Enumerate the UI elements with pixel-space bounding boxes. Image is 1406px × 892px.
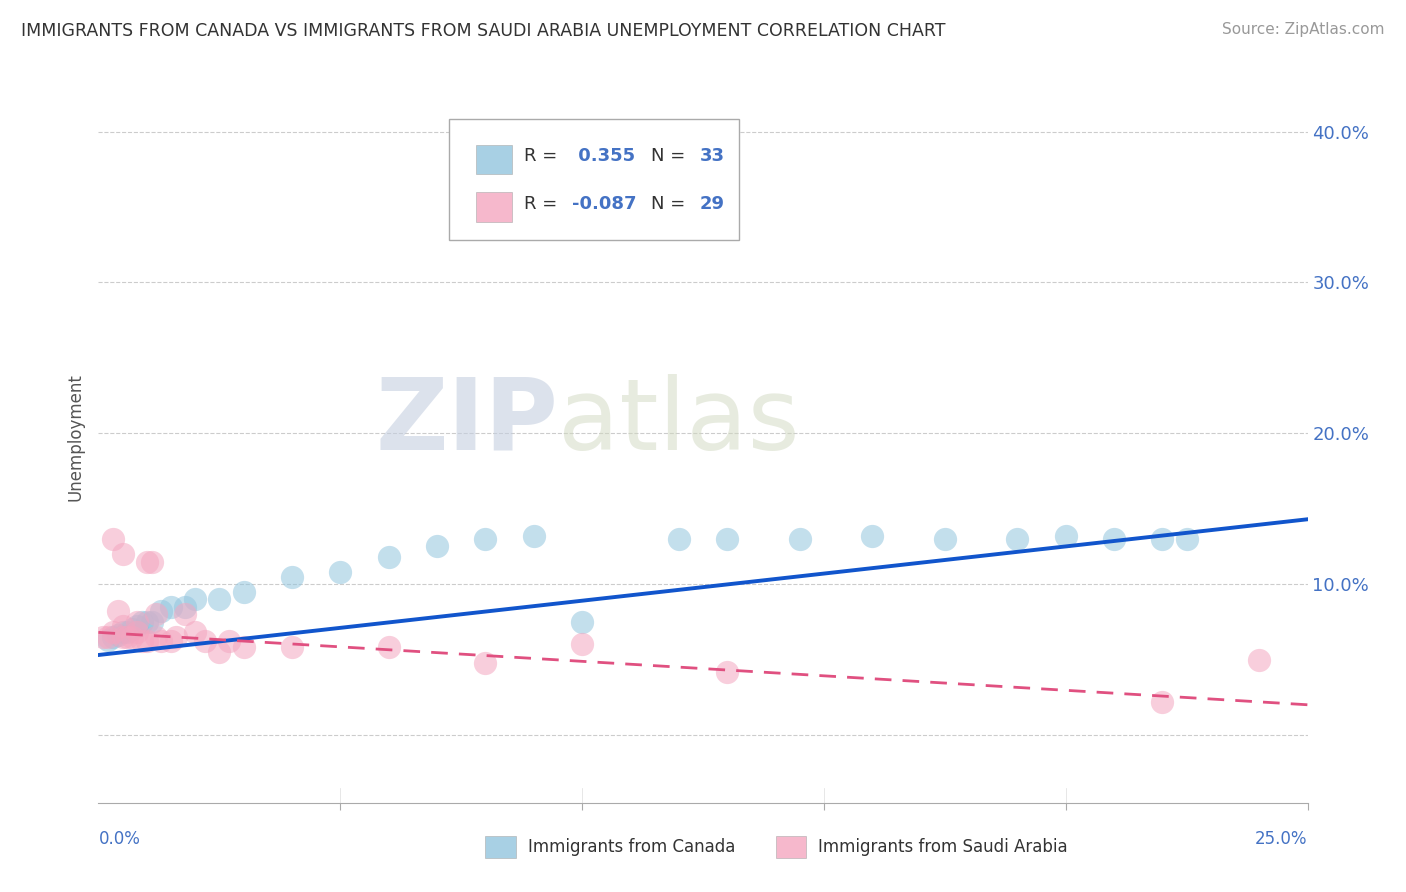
Text: Immigrants from Saudi Arabia: Immigrants from Saudi Arabia: [818, 838, 1067, 855]
Point: [474, 532, 496, 546]
Point: [111, 630, 134, 644]
Point: [135, 634, 157, 648]
Point: [141, 554, 163, 568]
Point: [121, 623, 143, 637]
Point: [523, 529, 546, 543]
Point: [111, 547, 134, 561]
Bar: [776, 836, 806, 858]
Y-axis label: Unemployment: Unemployment: [66, 373, 84, 501]
Point: [474, 656, 496, 670]
Text: 0.355: 0.355: [572, 147, 636, 165]
Point: [1054, 529, 1077, 543]
Point: [1152, 532, 1174, 546]
Point: [101, 532, 124, 546]
Point: [377, 549, 399, 564]
Point: [111, 619, 134, 633]
Bar: [475, 193, 512, 222]
Point: [150, 634, 173, 648]
Point: [789, 532, 811, 546]
Text: 29: 29: [699, 194, 724, 212]
Text: 0.0%: 0.0%: [98, 830, 141, 848]
Point: [174, 599, 197, 614]
Point: [145, 607, 167, 622]
Text: IMMIGRANTS FROM CANADA VS IMMIGRANTS FROM SAUDI ARABIA UNEMPLOYMENT CORRELATION : IMMIGRANTS FROM CANADA VS IMMIGRANTS FRO…: [21, 22, 946, 40]
Point: [208, 645, 231, 659]
Point: [184, 625, 207, 640]
Point: [571, 637, 593, 651]
Point: [160, 599, 183, 614]
Point: [426, 540, 449, 554]
Point: [377, 640, 399, 655]
Point: [97, 630, 120, 644]
Point: [160, 634, 183, 648]
Point: [121, 630, 143, 644]
Point: [1175, 532, 1198, 546]
Point: [329, 565, 352, 579]
Point: [145, 630, 167, 644]
Point: [127, 619, 149, 633]
Point: [281, 569, 304, 583]
Point: [117, 625, 139, 640]
Text: atlas: atlas: [558, 374, 800, 471]
Point: [716, 532, 738, 546]
Bar: [475, 145, 512, 174]
Point: [135, 554, 157, 568]
Point: [232, 584, 254, 599]
Point: [141, 615, 163, 629]
Point: [1102, 532, 1125, 546]
Text: R =: R =: [524, 147, 562, 165]
Point: [934, 532, 956, 546]
Point: [860, 529, 883, 543]
Text: ZIP: ZIP: [375, 374, 558, 471]
Point: [135, 615, 157, 629]
Text: Source: ZipAtlas.com: Source: ZipAtlas.com: [1222, 22, 1385, 37]
Text: N =: N =: [651, 147, 690, 165]
Point: [1249, 652, 1271, 666]
Text: N =: N =: [651, 194, 690, 212]
Point: [91, 630, 114, 644]
Point: [1152, 695, 1174, 709]
Point: [131, 615, 153, 629]
Point: [150, 604, 173, 618]
Point: [111, 625, 134, 640]
Point: [218, 634, 240, 648]
Text: R =: R =: [524, 194, 562, 212]
Point: [165, 630, 187, 644]
Point: [127, 625, 149, 640]
FancyBboxPatch shape: [449, 119, 740, 240]
Point: [174, 607, 197, 622]
Point: [571, 615, 593, 629]
Point: [208, 592, 231, 607]
Text: Immigrants from Canada: Immigrants from Canada: [527, 838, 735, 855]
Point: [1007, 532, 1029, 546]
Point: [232, 640, 254, 655]
Point: [194, 634, 217, 648]
Text: 25.0%: 25.0%: [1256, 830, 1308, 848]
Point: [117, 630, 139, 644]
Point: [668, 532, 690, 546]
Text: 33: 33: [699, 147, 724, 165]
Point: [184, 592, 207, 607]
Point: [281, 640, 304, 655]
Point: [97, 632, 120, 647]
Point: [107, 604, 129, 618]
Text: -0.087: -0.087: [572, 194, 637, 212]
Point: [107, 628, 129, 642]
Point: [716, 665, 738, 679]
Bar: [485, 836, 516, 858]
Point: [131, 634, 153, 648]
Point: [101, 625, 124, 640]
Point: [127, 615, 149, 629]
Point: [101, 630, 124, 644]
